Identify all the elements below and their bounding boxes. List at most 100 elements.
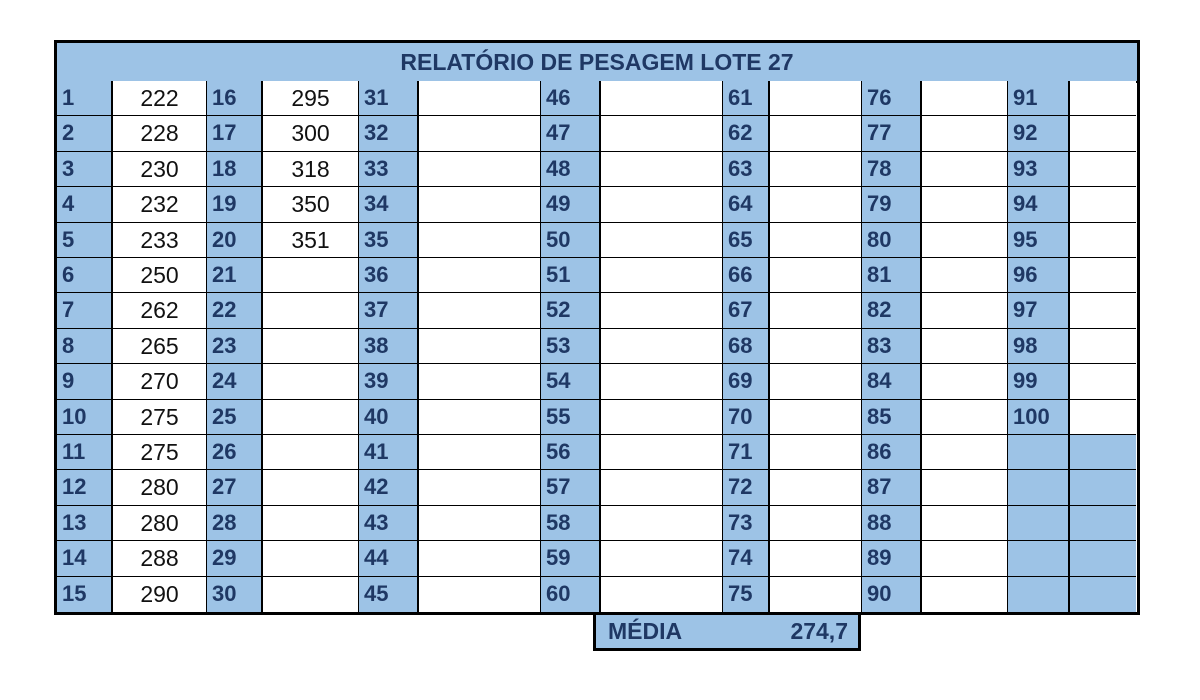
lot-number-cell: 59 <box>541 541 601 577</box>
weight-value-cell <box>922 81 1008 117</box>
weight-value-cell <box>1070 435 1136 471</box>
lot-number-cell: 46 <box>541 81 601 117</box>
lot-number-cell: 32 <box>359 116 419 152</box>
lot-number-cell: 54 <box>541 364 601 400</box>
weighing-grid: 1 222 2 228 3 230 4 232 5 233 6 250 7 262 8 265 9 270 10 27… <box>57 81 1137 612</box>
weight-value-cell <box>263 328 359 365</box>
lot-number-cell: 45 <box>359 576 419 612</box>
weight-value-cell <box>770 187 862 223</box>
lot-number-cell: 88 <box>862 505 922 542</box>
lot-number-cell: 36 <box>359 258 419 294</box>
lot-number-cell: 94 <box>1008 187 1070 223</box>
lot-number-cell: 33 <box>359 151 419 188</box>
weight-value-cell <box>770 293 862 329</box>
lot-number-cell: 15 <box>57 576 113 612</box>
lot-number-cell: 47 <box>541 116 601 152</box>
weight-value-cell <box>770 328 862 365</box>
weight-value-cell <box>770 151 862 188</box>
weight-value-cell <box>1070 151 1136 188</box>
weight-value-cell <box>601 364 723 400</box>
lot-number-cell: 83 <box>862 328 922 365</box>
weight-value-cell <box>922 116 1008 152</box>
weight-value-cell <box>419 187 541 223</box>
weight-value-cell: 265 <box>113 328 207 365</box>
lot-number-cell: 52 <box>541 293 601 329</box>
lot-number-cell: 70 <box>723 399 770 435</box>
weight-value-cell <box>419 116 541 152</box>
weight-value-cell <box>1070 399 1136 435</box>
lot-number-cell: 31 <box>359 81 419 117</box>
weight-value-cell <box>601 222 723 258</box>
lot-number-cell: 27 <box>207 470 263 506</box>
lot-number-cell: 58 <box>541 505 601 542</box>
lot-number-cell: 28 <box>207 505 263 542</box>
weight-value-cell <box>601 576 723 612</box>
lot-number-cell <box>1008 470 1070 506</box>
weight-value-cell <box>1070 116 1136 152</box>
lot-number-cell: 7 <box>57 293 113 329</box>
weight-value-cell <box>419 435 541 471</box>
lot-number-cell: 73 <box>723 505 770 542</box>
weight-value-cell <box>601 293 723 329</box>
lot-number-cell: 81 <box>862 258 922 294</box>
weight-value-cell <box>419 222 541 258</box>
weight-value-cell <box>263 435 359 471</box>
weight-value-cell <box>1070 222 1136 258</box>
lot-number-cell: 49 <box>541 187 601 223</box>
weight-value-cell: 250 <box>113 258 207 294</box>
weight-value-cell <box>263 470 359 506</box>
lot-number-cell: 9 <box>57 364 113 400</box>
weight-value-cell: 222 <box>113 81 207 117</box>
weight-value-cell: 300 <box>263 116 359 152</box>
lot-number-cell <box>1008 541 1070 577</box>
lot-number-cell: 85 <box>862 399 922 435</box>
weight-value-cell <box>922 328 1008 365</box>
lot-number-cell: 82 <box>862 293 922 329</box>
weight-value-cell <box>770 541 862 577</box>
lot-number-cell: 100 <box>1008 399 1070 435</box>
weight-value-cell <box>1070 187 1136 223</box>
weight-value-cell: 295 <box>263 81 359 117</box>
lot-number-cell: 64 <box>723 187 770 223</box>
lot-number-cell: 2 <box>57 116 113 152</box>
weight-value-cell <box>419 364 541 400</box>
lot-number-cell: 55 <box>541 399 601 435</box>
lot-number-cell <box>1008 576 1070 612</box>
weight-value-cell: 230 <box>113 151 207 188</box>
weight-value-cell <box>419 470 541 506</box>
weight-value-cell <box>1070 470 1136 506</box>
lot-number-cell: 43 <box>359 505 419 542</box>
lot-number-cell: 35 <box>359 222 419 258</box>
weight-value-cell <box>419 399 541 435</box>
weight-value-cell <box>419 505 541 542</box>
lot-number-cell: 8 <box>57 328 113 365</box>
lot-number-cell: 24 <box>207 364 263 400</box>
weight-value-cell <box>601 541 723 577</box>
lot-number-cell: 1 <box>57 81 113 117</box>
weight-value-cell <box>263 541 359 577</box>
weight-value-cell <box>1070 81 1136 117</box>
weight-value-cell: 262 <box>113 293 207 329</box>
lot-number-cell: 87 <box>862 470 922 506</box>
lot-number-cell: 79 <box>862 187 922 223</box>
report-title: RELATÓRIO DE PESAGEM LOTE 27 <box>57 43 1137 83</box>
weight-value-cell <box>601 505 723 542</box>
lot-number-cell: 69 <box>723 364 770 400</box>
lot-number-cell: 95 <box>1008 222 1070 258</box>
weight-value-cell: 228 <box>113 116 207 152</box>
weight-value-cell: 288 <box>113 541 207 577</box>
lot-number-cell: 22 <box>207 293 263 329</box>
lot-number-cell: 68 <box>723 328 770 365</box>
lot-number-cell: 57 <box>541 470 601 506</box>
weight-value-cell <box>770 505 862 542</box>
weight-value-cell <box>922 364 1008 400</box>
weight-value-cell <box>263 293 359 329</box>
weight-value-cell <box>770 258 862 294</box>
lot-number-cell: 34 <box>359 187 419 223</box>
weight-value-cell: 351 <box>263 222 359 258</box>
lot-number-cell: 53 <box>541 328 601 365</box>
weight-value-cell <box>770 470 862 506</box>
weight-value-cell <box>1070 505 1136 542</box>
lot-number-cell: 60 <box>541 576 601 612</box>
lot-number-cell: 74 <box>723 541 770 577</box>
